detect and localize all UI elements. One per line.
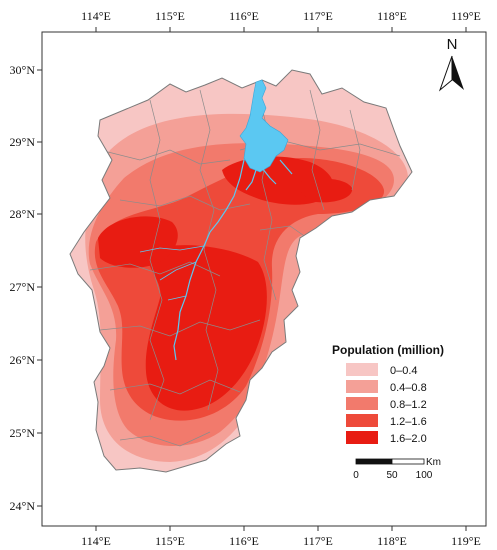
lat-label: 26°N <box>10 353 36 367</box>
north-arrow: N <box>438 36 464 92</box>
legend-label: 1.2–1.6 <box>390 416 427 428</box>
density-class-5-east <box>298 178 353 203</box>
tick-marks-left <box>37 69 42 507</box>
lat-label: 25°N <box>10 426 36 440</box>
scale-label: 0 <box>353 470 359 481</box>
legend-swatch <box>346 431 378 444</box>
lon-label-top: 116°E <box>229 9 259 23</box>
lon-label-bottom: 114°E <box>81 534 111 548</box>
lake-inlets <box>245 159 293 191</box>
river <box>139 245 205 301</box>
lon-label-top: 118°E <box>377 9 407 23</box>
lat-label: 24°N <box>10 499 36 513</box>
lon-label-bottom: 116°E <box>229 534 259 548</box>
latitude-ticks: 30°N 29°N 28°N 27°N 26°N 25°N 24°N <box>10 63 42 513</box>
lon-label-top: 119°E <box>451 9 481 23</box>
lon-label-bottom: 115°E <box>155 534 185 548</box>
tick-marks-top <box>95 27 467 32</box>
lon-label-bottom: 118°E <box>377 534 407 548</box>
lat-label: 28°N <box>10 207 36 221</box>
poyang-lake <box>239 79 289 173</box>
legend-label: 0–0.4 <box>390 365 418 377</box>
scale-label: 100 <box>416 470 433 481</box>
lat-label: 29°N <box>10 135 36 149</box>
scale-bar: Km 0 50 100 <box>353 457 441 481</box>
water-bodies <box>139 79 293 361</box>
legend-swatch <box>346 363 378 376</box>
lon-label-bottom: 119°E <box>451 534 481 548</box>
legend: Population (million) 0–0.4 0.4–0.8 0.8–1… <box>332 343 444 445</box>
legend-label: 1.6–2.0 <box>390 433 427 445</box>
lon-label-bottom: 117°E <box>303 534 333 548</box>
legend-swatch <box>346 380 378 393</box>
lon-label-top: 114°E <box>81 9 111 23</box>
scale-label: 50 <box>386 470 398 481</box>
longitude-ticks: 114°E 115°E 116°E 117°E 118°E 119°E 114°… <box>81 9 481 548</box>
legend-swatch <box>346 397 378 410</box>
legend-label: 0.8–1.2 <box>390 399 427 411</box>
lon-label-top: 117°E <box>303 9 333 23</box>
lat-label: 27°N <box>10 280 36 294</box>
legend-swatch <box>346 414 378 427</box>
lon-label-top: 115°E <box>155 9 185 23</box>
legend-label: 0.4–0.8 <box>390 382 427 394</box>
north-label: N <box>447 36 458 53</box>
legend-title: Population (million) <box>332 343 444 357</box>
lat-label: 30°N <box>10 63 36 77</box>
tick-marks-bottom <box>95 526 467 531</box>
scale-unit: Km <box>426 457 441 468</box>
